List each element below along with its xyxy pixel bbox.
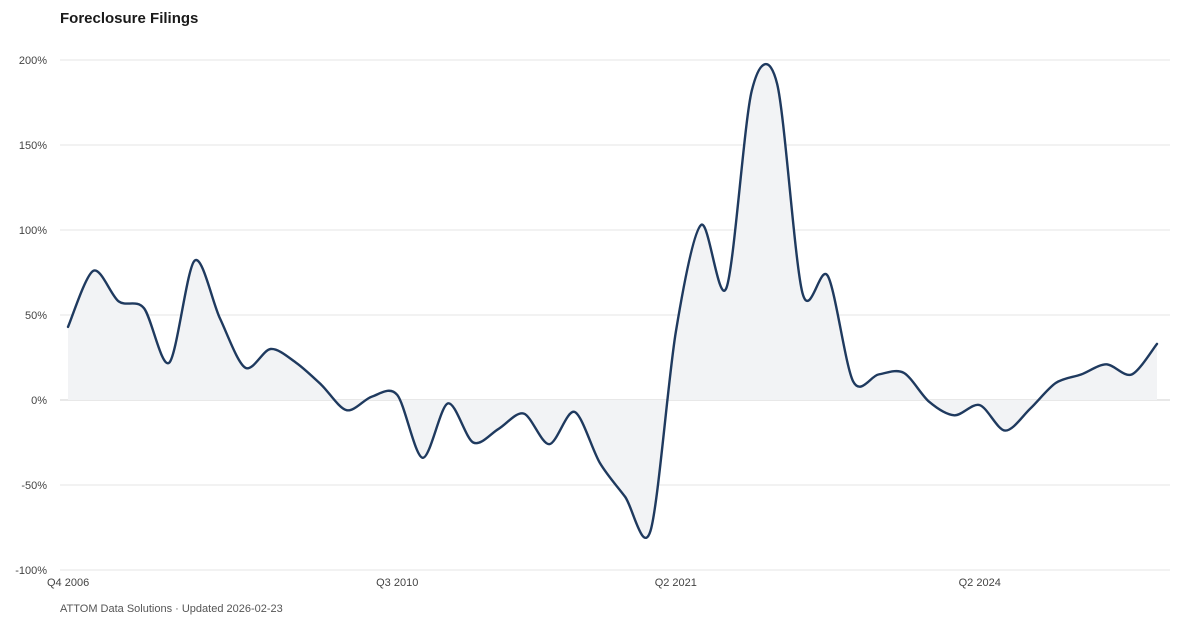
data-point	[1078, 372, 1084, 378]
source-footer: ATTOM Data Solutions · Updated 2026-02-2…	[60, 603, 283, 615]
data-point	[799, 290, 805, 296]
data-point	[1002, 428, 1008, 434]
data-point	[496, 426, 502, 432]
data-point	[445, 400, 451, 406]
data-point	[926, 399, 932, 405]
y-axis-ticks: 200% 150% 100% 50% 0% -50% -100%	[15, 55, 47, 577]
data-point	[90, 268, 96, 274]
data-point	[1027, 406, 1033, 412]
data-point	[65, 324, 71, 330]
y-tick-label: -50%	[21, 480, 47, 492]
area-fill	[68, 64, 1157, 538]
data-point	[673, 329, 679, 335]
data-point	[1129, 372, 1135, 378]
data-point	[141, 305, 147, 311]
data-point	[622, 494, 628, 500]
x-tick-label: Q3 2010	[376, 577, 418, 589]
data-point	[647, 528, 653, 534]
y-tick-label: 100%	[19, 225, 47, 237]
series-line	[66, 62, 1159, 540]
data-point	[774, 81, 780, 87]
data-point	[318, 382, 324, 388]
x-tick-label: Q2 2021	[655, 577, 697, 589]
data-point	[1103, 361, 1109, 367]
data-point	[369, 394, 375, 400]
data-point	[698, 222, 704, 228]
y-tick-label: 0%	[31, 395, 47, 407]
data-point	[394, 392, 400, 398]
data-point	[192, 258, 198, 264]
x-tick-label: Q2 2024	[959, 577, 1001, 589]
y-tick-label: 150%	[19, 140, 47, 152]
data-point	[242, 365, 248, 371]
data-point	[951, 412, 957, 418]
chart-title: Foreclosure Filings	[60, 10, 199, 27]
data-point	[268, 346, 274, 352]
data-point	[116, 298, 122, 304]
data-point	[217, 315, 223, 321]
data-point	[597, 460, 603, 466]
x-tick-label: Q4 2006	[47, 577, 89, 589]
grid-lines	[60, 59, 1170, 571]
data-point	[825, 273, 831, 279]
x-axis-ticks: Q4 2006 Q3 2010 Q2 2021 Q2 2024	[47, 577, 1001, 589]
data-point	[901, 370, 907, 376]
data-point	[572, 409, 578, 415]
data-point	[166, 360, 172, 366]
y-tick-label: -100%	[15, 565, 47, 577]
y-tick-label: 200%	[19, 55, 47, 67]
data-point	[470, 440, 476, 446]
data-point	[344, 407, 350, 413]
data-point	[420, 455, 426, 461]
data-point	[521, 411, 527, 417]
data-point	[546, 441, 552, 447]
data-point	[875, 372, 881, 378]
y-tick-label: 50%	[25, 310, 47, 322]
data-point	[1154, 341, 1160, 347]
data-point	[749, 88, 755, 94]
data-point	[1053, 380, 1059, 386]
data-point	[293, 360, 299, 366]
data-point	[977, 402, 983, 408]
data-point	[723, 285, 729, 291]
data-point	[850, 378, 856, 384]
